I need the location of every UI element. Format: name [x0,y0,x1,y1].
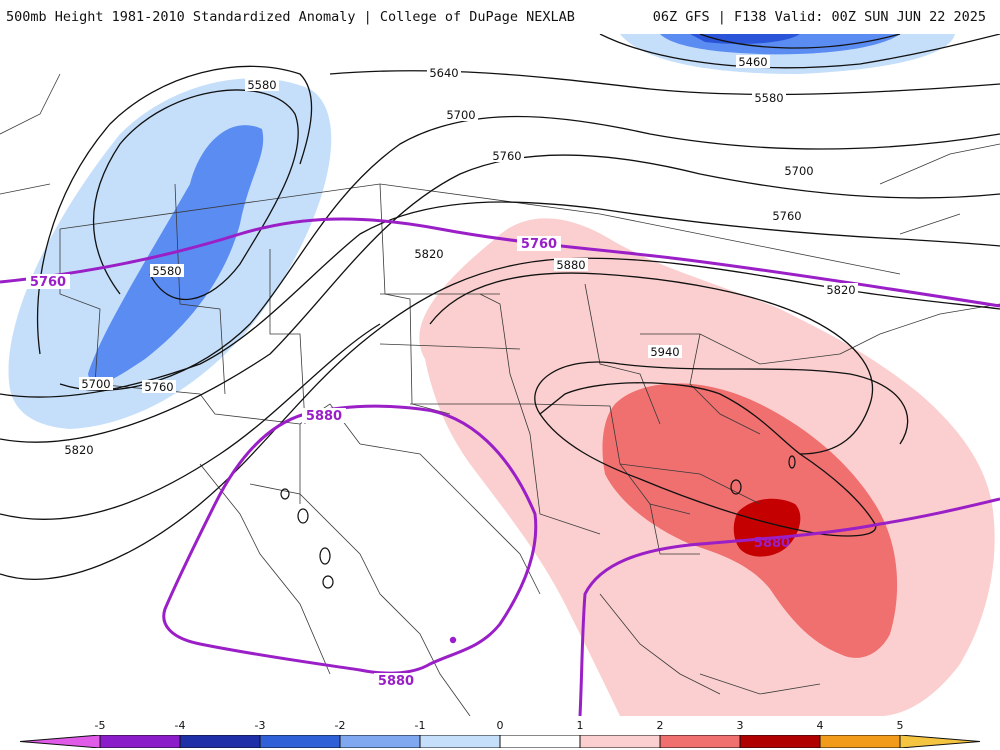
colorbar-tick: 5 [896,719,904,732]
colorbar-segment [740,735,820,748]
contour-label: 5640 [429,66,458,80]
negative-anomaly-mid-west [88,125,264,384]
colorbar-tick: 4 [816,719,824,732]
purple-marker [449,636,457,644]
header: 500mb Height 1981-2010 Standardized Anom… [0,0,1000,34]
colorbar-tick: -5 [94,719,106,732]
colorbar-segment [340,735,420,748]
contour-label: 5580 [754,91,783,105]
colorbar-tick: 3 [736,719,744,732]
colorbar-arrow-low [20,735,100,748]
contour-label: 5940 [650,345,679,359]
colorbar-segment [820,735,900,748]
positive-anomaly-dark [733,498,801,557]
colorbar-segment [420,735,500,748]
contour-label: 5880 [556,258,585,272]
contour-label: 5580 [152,264,181,278]
contour-label: 5820 [414,247,443,261]
weather-map[interactable]: 5460 5580 5580 5580 5640 5700 5700 5700 … [0,34,1000,716]
colorbar-tick: -1 [414,719,426,732]
map-title: 500mb Height 1981-2010 Standardized Anom… [6,9,575,25]
colorbar-tick: 1 [576,719,584,732]
contour-label: 5760 [492,149,521,163]
highlight-label: 5760 [30,275,66,290]
contour-label: 5820 [826,283,855,297]
contour-label: 5700 [784,164,813,178]
run-valid-time: 06Z GFS | F138 Valid: 00Z SUN JUN 22 202… [652,9,986,25]
anomaly-shading [8,34,995,716]
colorbar-segment [180,735,260,748]
highlight-label: 5880 [378,674,414,689]
lake-outlines [280,455,796,589]
colorbar-tick: -4 [174,719,186,732]
contour-label: 5700 [446,108,475,122]
colorbar-tick: 0 [496,719,504,732]
highlight-label: 5880 [754,536,790,551]
colorbar-ticks: -5 -4 -3 -2 -1 0 1 2 3 4 5 [0,719,1000,733]
contour-label: 5760 [144,380,173,394]
map-canvas: 5460 5580 5580 5580 5640 5700 5700 5700 … [0,34,1000,716]
highlight-contour-labels: 5760 5760 5880 5880 5880 [26,236,790,689]
highlight-label: 5760 [521,237,557,252]
political-borders [0,73,1000,716]
contour-label: 5700 [81,377,110,391]
colorbar-segment [260,735,340,748]
negative-anomaly-dark-north [690,34,800,44]
colorbar-segment [660,735,740,748]
colorbar-tick: 2 [656,719,664,732]
colorbar-segment [580,735,660,748]
colorbar-arrow-high [900,735,980,748]
highlight-contours [0,217,1000,716]
contour-label: 5580 [247,78,276,92]
colorbar-scale [19,735,981,748]
colorbar-tick: -2 [334,719,346,732]
colorbar: -5 -4 -3 -2 -1 0 1 2 3 4 5 [0,716,1000,750]
colorbar-segment [500,735,580,748]
highlight-label: 5880 [306,409,342,424]
contour-label: 5460 [738,55,767,69]
height-contours [0,34,1000,580]
colorbar-segment [100,735,180,748]
contour-labels: 5460 5580 5580 5580 5640 5700 5700 5700 … [62,55,858,457]
contour-label: 5820 [64,443,93,457]
contour-label: 5760 [772,209,801,223]
colorbar-tick: -3 [254,719,266,732]
